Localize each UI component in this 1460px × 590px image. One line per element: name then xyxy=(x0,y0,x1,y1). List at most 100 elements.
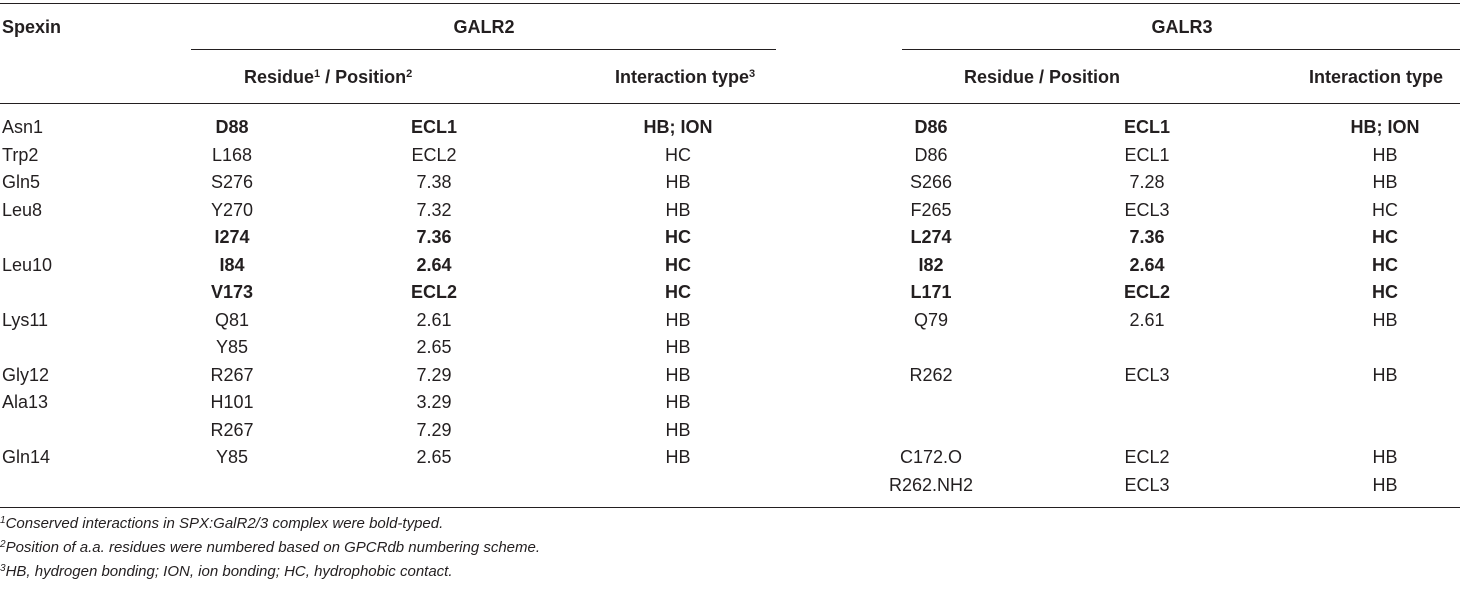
cell-spexin: Gln14 xyxy=(2,447,51,467)
cell-galr3-residue: F265 xyxy=(910,199,952,220)
cell-spexin: Lys11 xyxy=(2,309,49,330)
cell-galr2-position: ECL1 xyxy=(410,117,458,137)
cell-galr2-residue: H101 xyxy=(210,392,254,412)
footnote-text: Conserved interactions in SPX:GalR2/3 co… xyxy=(5,515,444,532)
cell-galr3-interaction: HC xyxy=(1372,199,1398,220)
footnote-mark-1: 1 xyxy=(314,68,321,80)
cell-galr3-residue: Q79 xyxy=(913,309,949,330)
cell-galr2-interaction: HB; ION xyxy=(643,117,713,137)
cell-galr3-position: ECL2 xyxy=(1124,447,1170,467)
cell-galr2-residue: L168 xyxy=(211,144,253,165)
cell-galr3-residue: R262 xyxy=(909,364,953,385)
cell-galr2-position: 7.29 xyxy=(416,419,452,440)
header-galr3: GALR3 xyxy=(1151,17,1213,37)
footnote-text: HB, hydrogen bonding; ION, ion bonding; … xyxy=(5,563,453,580)
cell-spexin: Asn1 xyxy=(2,117,44,137)
cell-spexin: Ala13 xyxy=(2,392,49,412)
cell-spexin: Leu8 xyxy=(2,199,43,220)
cell-galr2-interaction: HC xyxy=(665,282,691,302)
cell-galr2-residue: Y85 xyxy=(215,447,249,467)
cell-galr2-position: 7.36 xyxy=(416,227,452,247)
cell-galr2-position: 2.65 xyxy=(416,337,452,357)
header-spexin: Spexin xyxy=(2,17,62,37)
cell-galr2-residue: V173 xyxy=(210,282,254,302)
galr2-group-rule xyxy=(191,49,776,50)
cell-galr2-residue: Q81 xyxy=(214,309,250,330)
footnote: 3HB, hydrogen bonding; ION, ion bonding;… xyxy=(0,563,453,581)
header-galr3-residue-position: Residue / Position xyxy=(963,67,1121,87)
cell-spexin: Trp2 xyxy=(2,144,39,165)
cell-galr3-interaction: HB xyxy=(1372,309,1398,330)
cell-galr3-interaction: HC xyxy=(1372,227,1398,247)
cell-galr3-residue: L274 xyxy=(910,227,952,247)
header-galr2-residue-position: Residue1 / Position2 xyxy=(244,66,412,88)
cell-galr3-position: ECL3 xyxy=(1124,474,1170,495)
header-galr3-interaction-type: Interaction type xyxy=(1309,67,1444,87)
footnote-mark: 3 xyxy=(0,563,6,574)
cell-galr2-position: ECL2 xyxy=(411,144,457,165)
cell-galr3-interaction: HB xyxy=(1372,172,1398,192)
cell-galr3-residue: R262.NH2 xyxy=(888,474,974,495)
cell-galr3-position: 2.61 xyxy=(1129,309,1165,330)
cell-galr3-residue: I82 xyxy=(918,254,944,275)
footnote-mark: 1 xyxy=(0,515,6,526)
cell-spexin: Gln5 xyxy=(2,172,41,192)
cell-galr3-interaction: HC xyxy=(1372,254,1398,275)
cell-galr2-residue: D88 xyxy=(215,117,249,137)
cell-galr2-interaction: HC xyxy=(665,227,691,247)
cell-galr2-position: ECL2 xyxy=(410,282,458,302)
footnote-mark: 2 xyxy=(0,539,6,550)
cell-galr2-residue: Y85 xyxy=(215,337,249,357)
table-bottom-rule xyxy=(0,507,1460,508)
cell-galr3-residue: L171 xyxy=(910,282,952,302)
footnote: 2Position of a.a. residues were numbered… xyxy=(0,539,540,557)
cell-galr3-residue: D86 xyxy=(914,144,948,165)
cell-galr2-position: 3.29 xyxy=(416,392,452,412)
header-galr2-residue: Residue xyxy=(244,67,315,87)
cell-galr3-residue: S266 xyxy=(909,172,953,192)
cell-galr3-interaction: HB xyxy=(1372,474,1398,495)
cell-galr2-residue: S276 xyxy=(210,172,254,192)
cell-galr3-position: ECL3 xyxy=(1124,199,1170,220)
cell-galr3-interaction: HC xyxy=(1372,282,1398,302)
cell-galr2-interaction: HB xyxy=(665,392,691,412)
cell-galr3-residue: C172.O xyxy=(899,447,963,467)
cell-galr2-interaction: HB xyxy=(665,447,691,467)
cell-galr3-interaction: HB xyxy=(1372,447,1398,467)
header-galr2-interaction-type: Interaction type3 xyxy=(615,66,755,88)
cell-galr3-position: ECL1 xyxy=(1123,117,1171,137)
cell-galr2-interaction: HC xyxy=(665,144,691,165)
footnote-text: Position of a.a. residues were numbered … xyxy=(5,539,541,556)
cell-galr2-position: 2.64 xyxy=(416,254,452,275)
cell-galr2-position: 7.38 xyxy=(416,172,452,192)
cell-galr2-position: 7.32 xyxy=(416,199,452,220)
cell-galr3-position: 7.28 xyxy=(1129,172,1165,192)
header-galr2: GALR2 xyxy=(453,17,515,37)
cell-galr2-interaction: HB xyxy=(665,199,691,220)
cell-galr2-residue: Y270 xyxy=(210,199,254,220)
cell-galr2-interaction: HC xyxy=(665,254,691,275)
cell-galr3-position: ECL3 xyxy=(1124,364,1170,385)
cell-galr3-position: 2.64 xyxy=(1129,254,1165,275)
footnote: 1Conserved interactions in SPX:GalR2/3 c… xyxy=(0,515,443,533)
header-galr2-position: / Position xyxy=(320,67,407,87)
cell-spexin: Gly12 xyxy=(2,364,50,385)
header-bottom-rule xyxy=(0,103,1460,104)
cell-galr2-interaction: HB xyxy=(665,364,691,385)
cell-spexin: Leu10 xyxy=(2,254,53,275)
table-top-rule xyxy=(0,3,1460,4)
cell-galr2-interaction: HB xyxy=(665,172,691,192)
cell-galr2-position: 7.29 xyxy=(416,364,452,385)
header-galr2-interaction: Interaction type xyxy=(615,67,750,87)
footnote-mark-2: 2 xyxy=(406,68,413,80)
cell-galr2-position: 2.65 xyxy=(416,447,452,467)
cell-galr2-position: 2.61 xyxy=(416,309,452,330)
footnote-mark-3: 3 xyxy=(749,68,756,80)
cell-galr3-residue: D86 xyxy=(914,117,948,137)
cell-galr2-interaction: HB xyxy=(665,337,691,357)
cell-galr2-residue: R267 xyxy=(210,364,254,385)
cell-galr2-residue: I274 xyxy=(214,227,250,247)
cell-galr3-position: ECL2 xyxy=(1123,282,1171,302)
cell-galr3-position: ECL1 xyxy=(1124,144,1170,165)
cell-galr2-residue: R267 xyxy=(210,419,254,440)
